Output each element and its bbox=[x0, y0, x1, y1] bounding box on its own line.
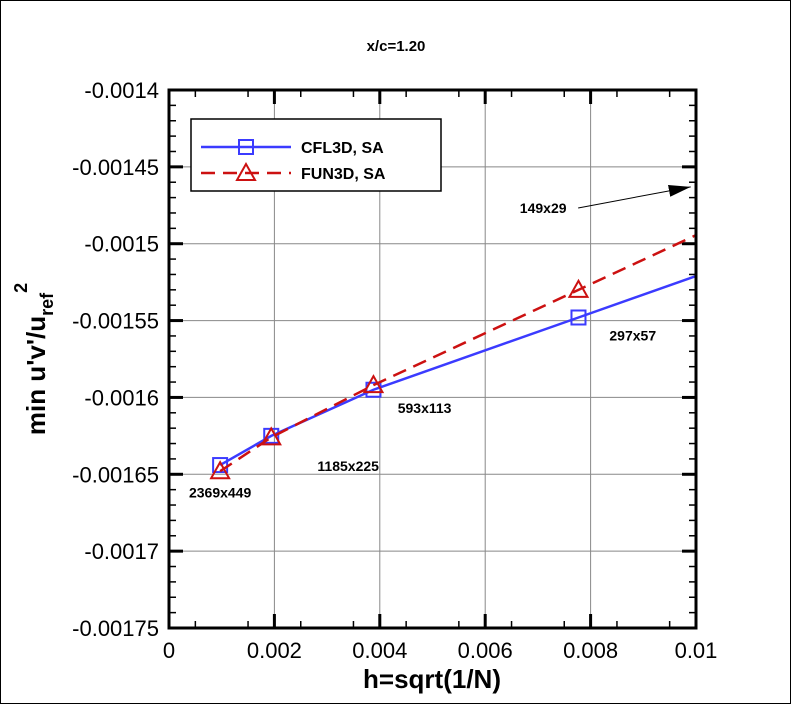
x-tick-label: 0.008 bbox=[563, 638, 618, 663]
x-axis-label: h=sqrt(1/N) bbox=[363, 664, 501, 694]
y-tick-label: -0.0017 bbox=[84, 539, 159, 564]
data-point-triangle bbox=[260, 426, 282, 446]
series-line-1 bbox=[219, 234, 696, 473]
y-tick-label: -0.0014 bbox=[84, 78, 159, 103]
plot-frame bbox=[167, 88, 698, 630]
series-layer bbox=[209, 234, 696, 480]
annotation-arrow bbox=[578, 185, 691, 209]
x-tick-label: 0.01 bbox=[675, 638, 718, 663]
data-point-triangle bbox=[209, 460, 231, 480]
y-axis-label: min u'v'/uref2 bbox=[11, 283, 57, 435]
legend: CFL3D, SA FUN3D, SA bbox=[190, 118, 442, 192]
annotations: 2369x449 1185x225 593x113 297x57 149x29 bbox=[189, 185, 691, 500]
legend-marker-triangle bbox=[235, 161, 257, 181]
data-point-square bbox=[570, 309, 587, 326]
annotation-label: 593x113 bbox=[398, 400, 452, 416]
x-tick-label: 0 bbox=[163, 638, 175, 663]
y-tick-label: -0.00175 bbox=[72, 616, 159, 641]
chart-title: x/c=1.20 bbox=[367, 38, 426, 55]
x-tick-label: 0.002 bbox=[247, 638, 302, 663]
legend-marker-square bbox=[238, 139, 254, 155]
y-tick-label: -0.0016 bbox=[84, 385, 159, 410]
annotation-label: 2369x449 bbox=[189, 484, 252, 500]
y-tick-label: -0.0015 bbox=[84, 232, 159, 257]
annotation-label: 1185x225 bbox=[317, 458, 379, 474]
legend-box bbox=[190, 118, 442, 192]
data-point-triangle bbox=[362, 374, 385, 394]
annotation-label: 297x57 bbox=[609, 328, 656, 344]
legend-label: FUN3D, SA bbox=[301, 166, 386, 183]
x-tick-label: 0.006 bbox=[458, 638, 513, 663]
y-tick-label: -0.00145 bbox=[72, 155, 159, 180]
x-tick-label: 0.004 bbox=[352, 638, 407, 663]
y-tick-label: -0.00165 bbox=[72, 462, 159, 487]
series-line-0 bbox=[219, 274, 696, 467]
annotation-label: 149x29 bbox=[520, 200, 567, 216]
data-point-square bbox=[212, 457, 229, 474]
data-point-triangle bbox=[567, 278, 590, 298]
legend-label: CFL3D, SA bbox=[301, 140, 384, 157]
y-tick-label: -0.00155 bbox=[72, 309, 159, 334]
